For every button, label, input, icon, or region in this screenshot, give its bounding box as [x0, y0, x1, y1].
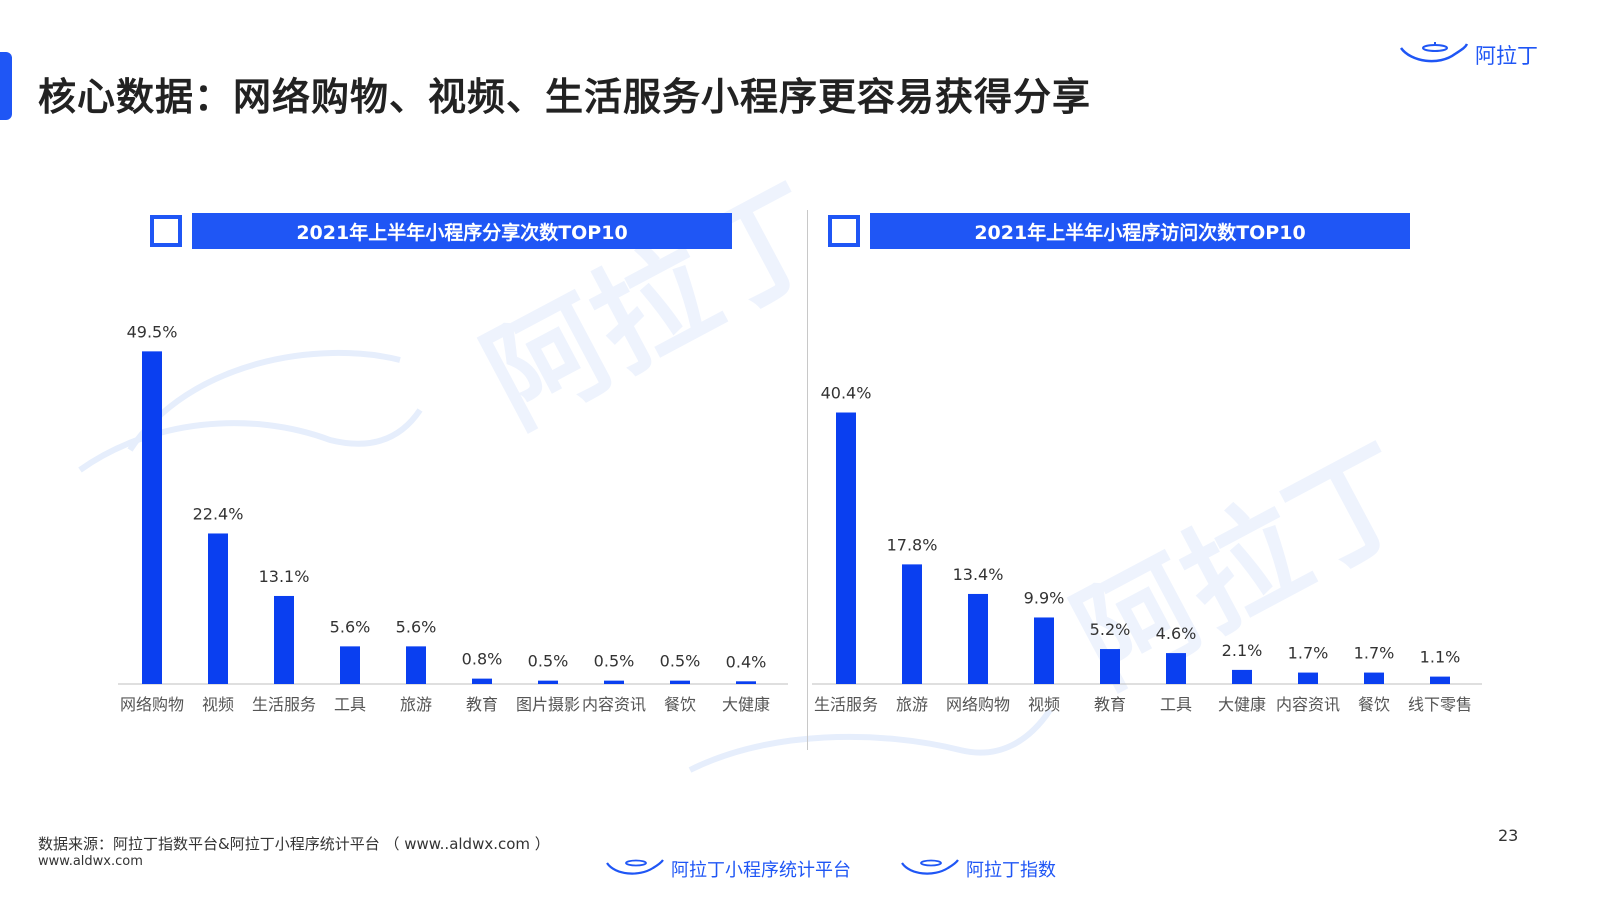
magic-lamp-icon	[606, 859, 664, 875]
bar	[538, 680, 558, 684]
bar-value-label: 9.9%	[1024, 588, 1065, 607]
panel-header-visit: 2021年上半年小程序访问次数TOP10	[828, 213, 1410, 249]
magic-lamp-icon	[901, 859, 959, 875]
brand-name: 阿拉丁	[1475, 44, 1538, 68]
x-tick-label: 教育	[1094, 695, 1126, 714]
x-tick-label: 大健康	[722, 695, 770, 714]
bar-value-label: 0.5%	[660, 652, 701, 671]
bar	[736, 681, 756, 684]
bar	[604, 680, 624, 684]
footer-url: www.aldwx.com	[38, 854, 143, 869]
x-tick-label: 网络购物	[946, 695, 1010, 714]
bar	[208, 533, 228, 684]
magic-lamp-icon	[1399, 42, 1469, 63]
footer-logo-stats-platform: 阿拉丁小程序统计平台	[605, 856, 851, 882]
bar	[472, 678, 492, 684]
title-accent-bar	[0, 52, 12, 120]
x-tick-label: 内容资讯	[1276, 695, 1340, 714]
bar	[142, 351, 162, 684]
x-tick-label: 线下零售	[1408, 695, 1472, 714]
x-tick-label: 旅游	[896, 695, 928, 714]
x-tick-label: 大健康	[1218, 695, 1266, 714]
bar	[274, 595, 294, 684]
bar-value-label: 17.8%	[887, 535, 938, 554]
bar	[1298, 672, 1318, 684]
bar-value-label: 1.7%	[1288, 644, 1329, 663]
x-tick-label: 餐饮	[1358, 695, 1390, 714]
bar-value-label: 0.5%	[528, 652, 569, 671]
header-square-icon	[828, 215, 860, 247]
chart-title-share: 2021年上半年小程序分享次数TOP10	[192, 213, 732, 249]
bar-value-label: 2.1%	[1222, 641, 1263, 660]
bar-value-label: 49.5%	[127, 322, 178, 341]
bar-value-label: 5.2%	[1090, 620, 1131, 639]
x-tick-label: 教育	[466, 695, 498, 714]
page-number: 23	[1498, 826, 1519, 845]
footer-logo-label: 阿拉丁指数	[966, 860, 1056, 881]
x-tick-label: 工具	[1160, 695, 1192, 714]
bar-value-label: 0.4%	[726, 652, 767, 671]
chart-title-visit: 2021年上半年小程序访问次数TOP10	[870, 213, 1410, 249]
bar	[902, 564, 922, 684]
bar	[406, 646, 426, 684]
panel-header-share: 2021年上半年小程序分享次数TOP10	[150, 213, 732, 249]
bar	[1232, 669, 1252, 684]
bar-value-label: 13.1%	[259, 567, 310, 586]
bar	[670, 680, 690, 684]
bar	[1034, 617, 1054, 684]
footer-logo-index: 阿拉丁指数	[900, 856, 1056, 882]
x-tick-label: 餐饮	[664, 695, 696, 714]
x-tick-label: 旅游	[400, 695, 432, 714]
bar	[1364, 672, 1384, 684]
visit-bar-chart: 40.4% 生活服务 17.8% 旅游 13.4% 网络购物 9.9% 视频 5.2% 教育 4.6…	[812, 384, 1482, 714]
bar-value-label: 22.4%	[193, 504, 244, 523]
bar-value-label: 13.4%	[953, 565, 1004, 584]
footer-logo-label: 阿拉丁小程序统计平台	[671, 860, 851, 881]
bar	[1100, 649, 1120, 684]
header-square-icon	[150, 215, 182, 247]
x-tick-label: 视频	[1028, 695, 1060, 714]
bar-value-label: 5.6%	[396, 617, 437, 636]
bar-value-label: 1.7%	[1354, 644, 1395, 663]
x-tick-label: 内容资讯	[582, 695, 646, 714]
data-source-note: 数据来源：阿拉丁指数平台&阿拉丁小程序统计平台 （ www..aldwx.com…	[38, 835, 550, 853]
panel-divider	[807, 210, 808, 750]
bar-value-label: 1.1%	[1420, 648, 1461, 667]
bar	[968, 593, 988, 684]
bar	[1166, 653, 1186, 684]
brand-logo: 阿拉丁	[1399, 40, 1538, 70]
bar-value-label: 5.6%	[330, 617, 371, 636]
bar-value-label: 40.4%	[821, 384, 872, 403]
x-tick-label: 工具	[334, 695, 366, 714]
bar	[1430, 676, 1450, 684]
x-tick-label: 图片摄影	[516, 695, 580, 714]
bar	[836, 412, 856, 684]
bar-value-label: 0.8%	[462, 650, 503, 669]
page-title: 核心数据：网络购物、视频、生活服务小程序更容易获得分享	[38, 75, 1092, 119]
bar	[340, 646, 360, 684]
x-tick-label: 生活服务	[252, 695, 316, 714]
x-tick-label: 网络购物	[120, 695, 184, 714]
bar-value-label: 0.5%	[594, 652, 635, 671]
bar-value-label: 4.6%	[1156, 624, 1197, 643]
x-tick-label: 视频	[202, 695, 234, 714]
share-bar-chart: 49.5% 网络购物 22.4% 视频 13.1% 生活服务 5.6% 工具 5.6% 旅游 0.8…	[118, 322, 788, 714]
x-tick-label: 生活服务	[814, 695, 878, 714]
